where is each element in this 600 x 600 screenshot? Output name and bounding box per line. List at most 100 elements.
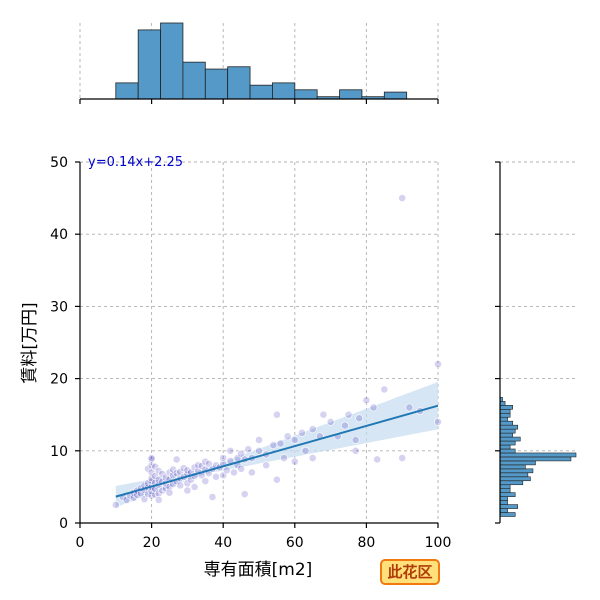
right-histogram-bar <box>499 476 531 482</box>
scatter-point <box>308 425 317 434</box>
right-histogram-bar <box>499 480 524 486</box>
x-tick-label: 0 <box>76 535 85 551</box>
tick-labels: 0 20 40 60 80 100 0 10 20 30 40 50 <box>50 155 451 551</box>
scatter-point <box>380 385 389 394</box>
right-histogram-bar <box>499 405 513 410</box>
scatter-point <box>434 418 442 426</box>
scatter-point <box>283 432 292 441</box>
top-histogram-bar <box>383 91 408 100</box>
top-histogram-bar <box>115 82 139 100</box>
scatter-point <box>301 446 310 455</box>
x-tick-label: 100 <box>425 535 452 551</box>
scatter-point <box>434 360 442 369</box>
scatter-point <box>208 493 217 501</box>
right-histogram-bar <box>499 504 519 509</box>
top-histogram-bar <box>160 22 184 100</box>
scatter-point <box>111 501 120 509</box>
scatter-point <box>226 446 235 455</box>
scatter-point <box>154 495 163 504</box>
scatter-point <box>230 468 238 477</box>
scatter-point <box>219 454 228 462</box>
right-histogram-bar <box>499 456 572 462</box>
scatter-point <box>172 455 181 464</box>
top-histogram-bar <box>339 89 363 100</box>
x-tick-label: 80 <box>357 535 375 551</box>
right-histogram-bar <box>499 436 521 442</box>
scatter-point <box>255 436 263 444</box>
axes <box>75 98 501 528</box>
scatter-point <box>262 461 271 470</box>
scatter-point <box>272 410 281 419</box>
top-histogram-bar <box>182 61 206 100</box>
scatter-point <box>201 477 210 486</box>
scatter-point <box>290 436 299 444</box>
scatter-point <box>240 490 249 499</box>
right-histogram-bar <box>499 444 511 450</box>
scatter-point <box>344 410 353 419</box>
scatter-point <box>362 396 371 405</box>
scatter-point <box>398 194 407 202</box>
x-tick-label: 40 <box>214 535 232 551</box>
regression-equation: y=0.14x+2.25 <box>88 155 183 170</box>
scatter-point <box>319 410 328 419</box>
right-histogram-bar <box>499 496 508 501</box>
scatter-point <box>212 472 220 481</box>
x-tick-label: 60 <box>286 535 304 551</box>
right-histogram-bar <box>499 468 534 474</box>
right-histogram-bar <box>499 424 519 430</box>
scatter-point <box>247 468 256 477</box>
right-histogram-bar <box>499 428 516 434</box>
top-histogram-bar <box>272 82 296 100</box>
y-tick-label: 30 <box>50 299 68 315</box>
right-histogram <box>499 397 577 517</box>
scatter-point <box>237 449 245 458</box>
scatter-point <box>351 436 360 444</box>
right-histogram-bar <box>499 500 508 505</box>
scatter-point <box>298 428 306 437</box>
scatter-point <box>244 445 253 454</box>
x-tick-label: 20 <box>143 535 161 551</box>
y-tick-label: 40 <box>50 227 68 243</box>
scatter-point <box>290 457 299 466</box>
right-histogram-bar <box>499 472 529 478</box>
scatter-point <box>176 481 185 490</box>
top-histogram-bar <box>137 29 161 100</box>
scatter-point <box>222 466 231 475</box>
top-histogram-bar <box>294 89 318 100</box>
right-histogram-bar <box>499 401 506 406</box>
scatter-point <box>276 439 285 448</box>
scatter-point <box>272 475 281 484</box>
ward-badge: 此花区 <box>380 559 440 585</box>
top-histogram-bar <box>204 68 229 100</box>
right-histogram-bar <box>499 452 577 458</box>
scatter-point <box>147 454 156 462</box>
right-histogram-bar <box>499 440 516 446</box>
scatter-point <box>326 418 335 426</box>
right-histogram-bar <box>499 492 516 497</box>
scatter-point <box>373 455 382 464</box>
top-histogram-bar <box>249 84 273 100</box>
scatter-point <box>183 486 192 495</box>
y-axis-label: 賃料[万円] <box>20 302 40 383</box>
x-axis-label: 専有面積[m2] <box>204 560 313 580</box>
y-tick-label: 20 <box>50 372 68 388</box>
scatter-point <box>165 488 174 497</box>
scatter-points <box>111 194 442 509</box>
right-histogram-bar <box>499 432 513 438</box>
scatter-point <box>237 464 245 473</box>
scatter-point <box>190 482 199 491</box>
right-histogram-bar <box>499 512 516 517</box>
right-histogram-bar <box>499 448 516 454</box>
right-histogram-bar <box>499 408 511 414</box>
right-histogram-bar <box>499 464 526 470</box>
right-histogram-bar <box>499 484 511 490</box>
right-histogram-bar <box>499 416 508 422</box>
regression-line <box>115 404 439 498</box>
y-tick-label: 10 <box>50 444 68 460</box>
right-histogram-bar <box>499 412 511 418</box>
scatter-point <box>405 403 414 412</box>
right-histogram-bar <box>499 508 508 513</box>
right-histogram-bar <box>499 420 513 426</box>
scatter-point <box>398 454 407 462</box>
